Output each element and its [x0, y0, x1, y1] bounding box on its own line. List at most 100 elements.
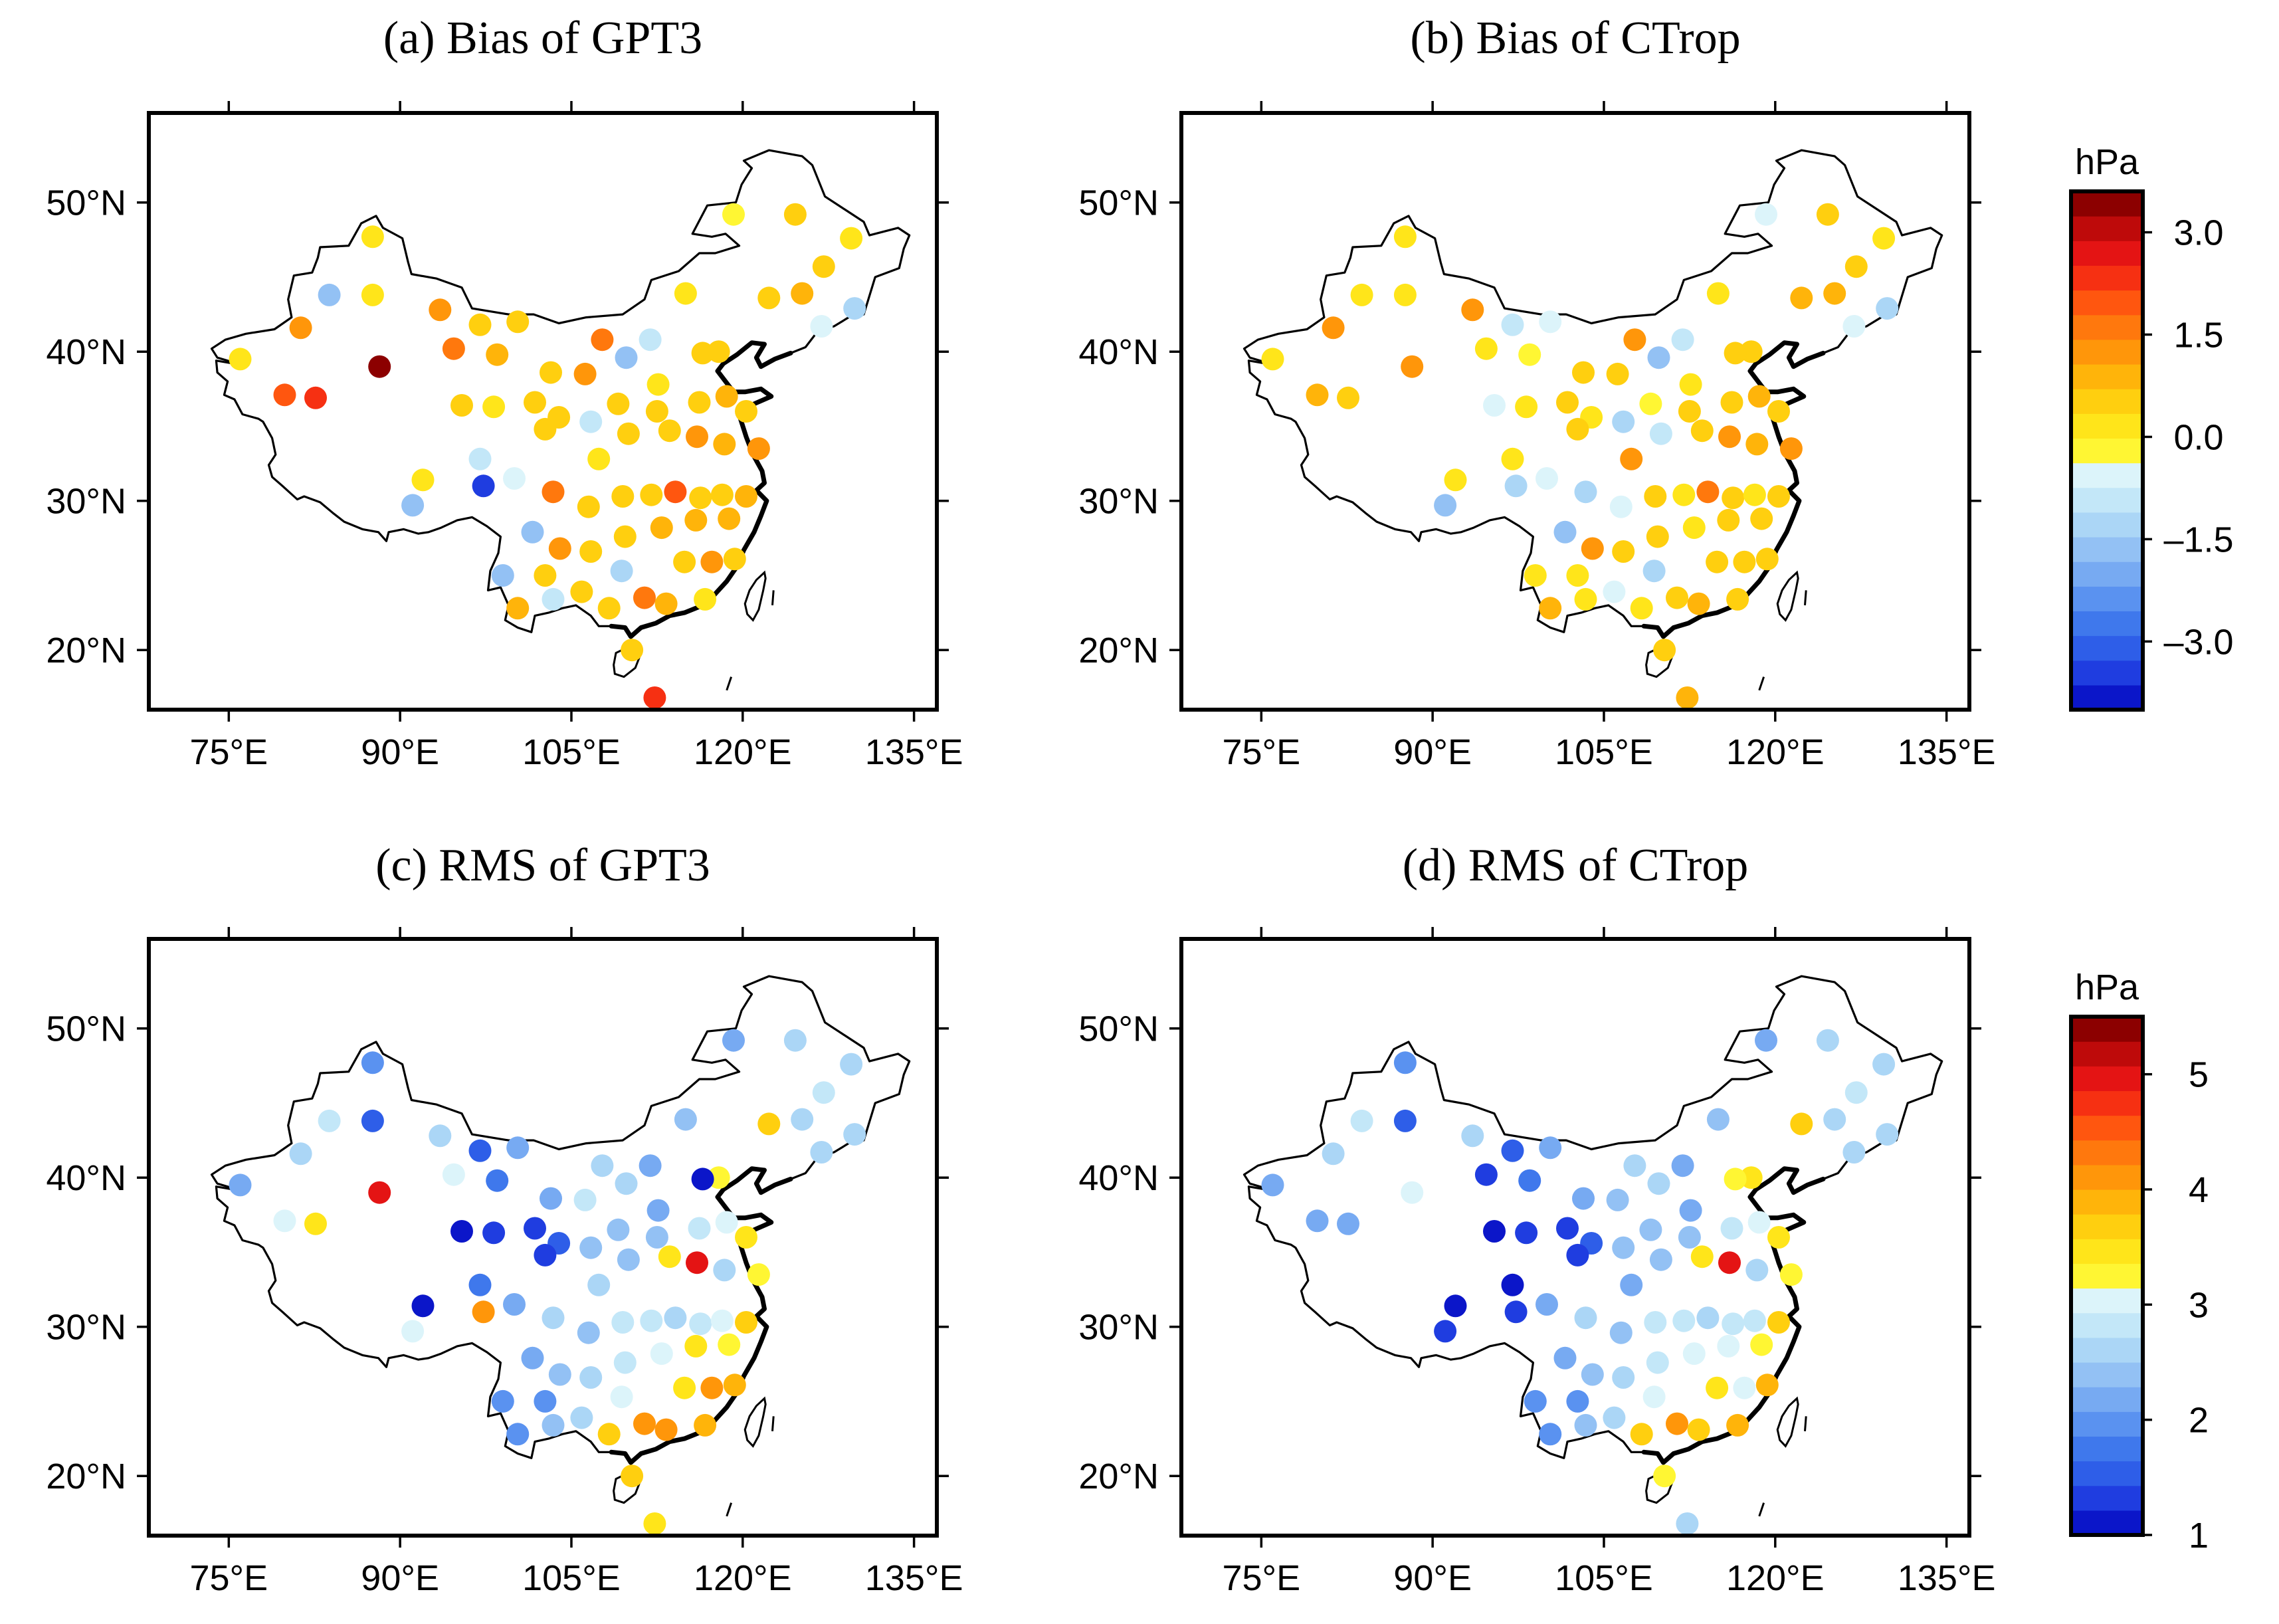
station-dot	[229, 1173, 252, 1197]
station-dot	[791, 1108, 814, 1131]
station-dot	[1872, 227, 1896, 250]
station-dot	[411, 1294, 435, 1318]
panel-title: (b) Bias of CTrop	[1410, 13, 1740, 64]
station-dot	[1444, 468, 1467, 492]
station-dot	[1876, 297, 1899, 320]
station-dot	[1790, 286, 1813, 310]
station-dot	[1393, 225, 1417, 249]
station-dot	[1612, 1366, 1635, 1389]
station-dot	[318, 1109, 341, 1132]
station-dot	[840, 1053, 863, 1076]
station-dot	[468, 1273, 492, 1296]
station-dot	[615, 346, 638, 369]
station-dot	[503, 467, 526, 490]
lat-label: 40°N	[46, 332, 126, 372]
colorbar-unit: hPa	[2075, 967, 2139, 1007]
colorbar-swatch	[2071, 1510, 2143, 1536]
station-dot	[1676, 1512, 1699, 1535]
station-dot	[1690, 419, 1714, 443]
station-dot	[810, 315, 833, 338]
station-dot	[482, 1221, 506, 1245]
station-dot	[1504, 1300, 1528, 1324]
station-dot	[694, 1413, 717, 1437]
station-dot	[643, 686, 666, 709]
station-dot	[640, 483, 663, 506]
station-dot	[1816, 1029, 1839, 1052]
station-dot	[577, 1321, 600, 1344]
station-dot	[1696, 1306, 1720, 1330]
station-dot	[611, 485, 635, 508]
station-dot	[491, 564, 514, 587]
station-dot	[1767, 1226, 1790, 1249]
colorbar-label: 5	[2189, 1055, 2209, 1095]
station-dot	[1743, 1309, 1766, 1332]
station-dot	[747, 437, 770, 460]
station-dot	[1553, 1346, 1577, 1370]
station-dot	[1350, 283, 1373, 306]
station-dot	[1603, 580, 1626, 603]
station-dot	[1678, 400, 1701, 423]
station-dot	[1678, 1226, 1701, 1249]
station-dot	[646, 1199, 670, 1222]
station-dot	[688, 391, 711, 414]
colorbar-swatch	[2071, 684, 2143, 710]
station-dot	[1612, 1236, 1635, 1259]
station-dot	[1322, 1142, 1345, 1166]
station-dot	[718, 507, 741, 530]
station-dot	[1724, 1167, 1747, 1191]
station-dot	[1337, 386, 1359, 409]
station-dot	[1566, 564, 1589, 587]
station-dot	[1337, 1212, 1359, 1235]
station-dot	[361, 1051, 384, 1074]
colorbar-swatch	[2071, 364, 2143, 389]
station-dot	[1556, 391, 1579, 414]
station-dot	[1574, 1306, 1597, 1330]
station-dot	[361, 283, 384, 306]
panel-d: (d) RMS of CTrop 75°E 90°E 105°E 120°E 135°E 2…	[1078, 840, 1995, 1598]
map-frame	[147, 937, 939, 1538]
station-dot	[540, 1187, 562, 1210]
station-dot	[735, 400, 757, 423]
colorbar-label: –3.0	[2163, 622, 2233, 662]
station-dot	[1483, 1220, 1506, 1243]
station-dot	[735, 1311, 757, 1334]
station-dot	[689, 1312, 712, 1336]
station-dot	[1474, 1163, 1498, 1186]
station-dot	[691, 342, 714, 365]
taiwan-island	[743, 570, 767, 622]
station-dot	[1566, 417, 1589, 441]
station-dot	[658, 419, 681, 443]
lat-label: 50°N	[46, 183, 126, 223]
station-dot	[1747, 385, 1771, 408]
station-dot	[1393, 283, 1417, 306]
station-dot	[650, 1342, 673, 1366]
station-dot	[684, 508, 708, 532]
lon-label: 135°E	[1898, 1558, 1996, 1598]
lon-label: 90°E	[1393, 1558, 1472, 1598]
station-dot	[1536, 467, 1558, 490]
station-dot	[783, 1029, 807, 1052]
station-dot	[1603, 1406, 1626, 1429]
station-dot	[674, 282, 697, 305]
panel-b: (b) Bias of CTrop 75°E 90°E 105°E 120°E 135°E…	[1078, 13, 1995, 772]
station-dot	[1779, 437, 1803, 460]
station-dot	[411, 468, 435, 492]
panel-title: (d) RMS of CTrop	[1403, 840, 1749, 891]
station-dot	[1722, 486, 1745, 510]
china-border	[1242, 149, 1943, 366]
lon-label: 75°E	[1222, 732, 1300, 772]
station-dot	[1646, 1351, 1669, 1374]
station-dot	[715, 385, 738, 408]
station-dot	[1646, 525, 1669, 548]
station-dot	[1261, 348, 1284, 371]
station-dot	[506, 1423, 530, 1446]
station-dot	[757, 1112, 781, 1136]
station-dot	[674, 1108, 697, 1131]
station-dot	[718, 1333, 741, 1356]
station-dot	[1434, 1320, 1457, 1343]
station-dot	[1718, 425, 1741, 449]
station-dot	[1717, 508, 1740, 532]
station-dot	[621, 639, 644, 662]
station-dot	[1639, 1218, 1662, 1241]
china-coastline	[1641, 1166, 1826, 1465]
